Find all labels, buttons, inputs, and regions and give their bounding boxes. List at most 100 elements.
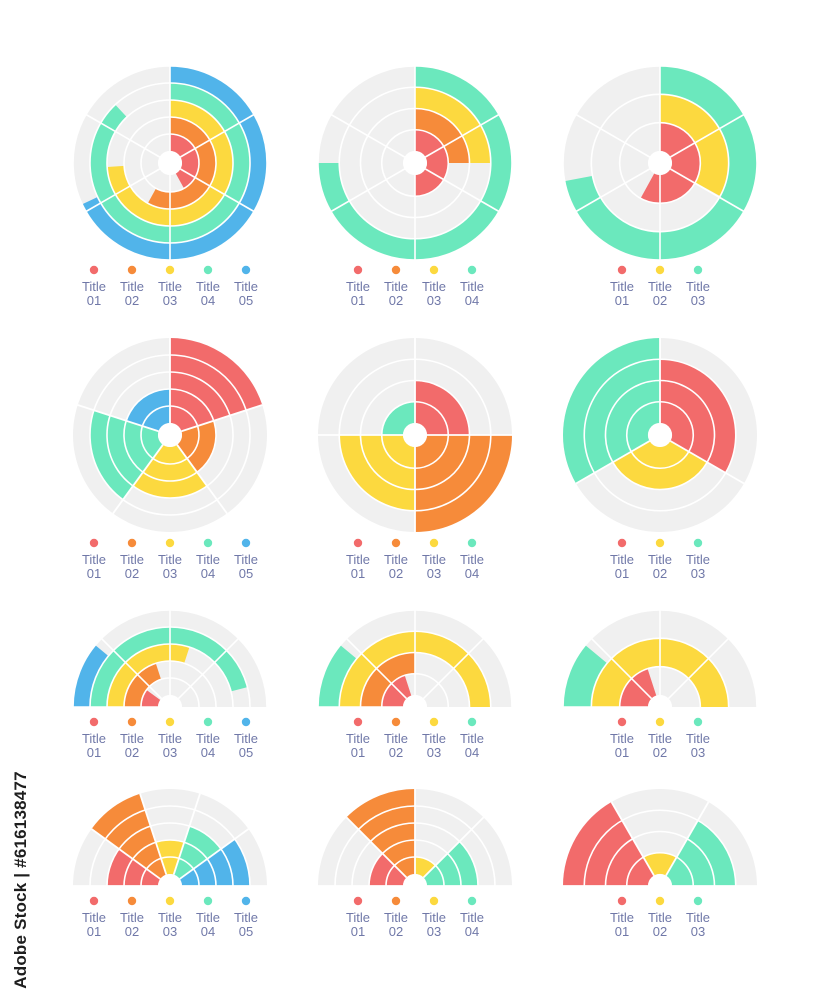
chart-11-legend-label-3-line-2: 03 [427,924,441,939]
chart-10-legend-dot-3 [165,896,175,906]
chart-12-legend-dot-2 [655,896,665,906]
chart-4-level-line-1 [140,405,200,465]
chart-9-bar-1 [619,668,657,707]
chart-1-legend-dot-4 [203,265,213,275]
chart-1-center-hole [158,151,182,175]
chart-8-legend-label-2-line-2: 02 [389,745,403,760]
chart-1-legend-label-4-line-1: Title [196,279,220,294]
chart-4-sector-4 [90,410,163,500]
chart-1-spoke-5 [85,168,161,213]
chart-8-legend-dot-2 [391,717,401,727]
chart-10-sector-2 [91,793,167,879]
chart-10-divider-3 [139,793,168,875]
chart-8-legend-label-4-line-2: 04 [465,745,479,760]
chart-5-legend-dot-4 [467,538,477,548]
chart-2-legend-label-4-line-1: Title [460,279,484,294]
chart-3-spoke-3 [669,168,745,213]
chart-10-legend-label-5-line-1: Title [234,910,258,925]
chart-7-legend-label-1-line-2: 01 [87,745,101,760]
chart-11-legend-dot-3 [429,896,439,906]
chart-4-divider-4 [112,444,164,515]
chart-9-legend-label-1-line-2: 01 [615,745,629,760]
chart-3-legend-label-1-line-2: 01 [615,293,629,308]
chart-4-level-line-4 [89,354,251,516]
chart-10-legend-dot-2 [127,896,137,906]
chart-4-sector-1 [170,338,263,432]
chart-7-center-hole [158,695,182,719]
chart-1-legend-label-1-line-1: Title [82,279,106,294]
chart-5-legend-dot-2 [391,538,401,548]
chart-8-legend-label-3-line-2: 03 [427,745,441,760]
chart-9-center-hole [648,695,672,719]
chart-8-legend-label-1-line-2: 01 [351,745,365,760]
chart-10-legend-label-2-line-2: 02 [125,924,139,939]
chart-6-legend-label-3-line-1: Title [686,552,710,567]
chart-9-legend-dot-1 [617,717,627,727]
chart-1-legend-label-5-line-2: 05 [239,293,253,308]
chart-2-legend-label-4-line-2: 04 [465,293,479,308]
chart-10-divider-5 [179,828,250,880]
chart-8-legend-label-4-line-1: Title [460,731,484,746]
chart-6-level-line-2 [604,379,716,491]
chart-11-legend-dot-1 [353,896,363,906]
chart-7-legend-dot-5 [241,717,251,727]
chart-3-legend-dot-1 [617,265,627,275]
chart-5-legend-label-2-line-2: 02 [389,566,403,581]
chart-4-center-hole [158,423,182,447]
chart-12-legend-label-1-line-2: 01 [615,924,629,939]
chart-4-divider-5 [77,404,159,433]
chart-11-divider-4 [422,816,485,879]
chart-1-legend-label-5-line-1: Title [234,279,258,294]
chart-12-level-line-2 [604,830,716,887]
chart-7-bar-1 [141,689,161,707]
chart-7-legend-label-3-line-2: 03 [163,745,177,760]
chart-10-divider-4 [172,793,201,875]
chart-7-bar-3 [107,644,190,707]
chart-4-legend-label-5-line-1: Title [234,552,258,567]
chart-5-center-hole [403,423,427,447]
chart-11-legend-dot-4 [467,896,477,906]
chart-11-legend-label-1-line-1: Title [346,910,370,925]
chart-7-legend-dot-2 [127,717,137,727]
chart-9-legend-label-2-line-1: Title [648,731,672,746]
chart-10-center-hole [158,874,182,898]
chart-5-legend-label-1-line-2: 01 [351,566,365,581]
chart-2-legend-label-2-line-1: Title [384,279,408,294]
chart-6-legend-label-1-line-2: 01 [615,566,629,581]
chart-1-bar-2 [147,117,216,209]
chart-4-sector-3 [132,444,208,498]
chart-4-legend-label-3-line-2: 03 [163,566,177,581]
chart-6-legend-dot-1 [617,538,627,548]
chart-2-spoke-5 [330,168,406,213]
chart-2-legend-label-3-line-2: 03 [427,293,441,308]
chart-7-legend-label-5-line-1: Title [234,731,258,746]
chart-2-bar-1 [415,129,449,197]
chart-1-spoke-6 [85,113,161,158]
chart-5-legend-label-3-line-2: 03 [427,566,441,581]
chart-12-legend-label-2-line-1: Title [648,910,672,925]
chart-6-legend-dot-2 [655,538,665,548]
chart-3-legend-label-3-line-2: 03 [691,293,705,308]
chart-9-bar-3 [563,645,608,707]
chart-6-sector-1 [660,359,736,473]
chart-12-legend-label-1-line-1: Title [610,910,634,925]
chart-8-legend-dot-3 [429,717,439,727]
chart-8-spoke-4 [422,637,485,700]
chart-4-level-line-2 [123,388,217,482]
chart-7-legend-label-2-line-2: 02 [125,745,139,760]
chart-6-center-hole [648,423,672,447]
chart-9-legend-label-3-line-1: Title [686,731,710,746]
chart-4-legend-label-2-line-1: Title [120,552,144,567]
chart-8-legend-dot-1 [353,717,363,727]
chart-4-legend-dot-1 [89,538,99,548]
chart-6-divider-2 [669,440,745,485]
chart-10-legend-dot-4 [203,896,213,906]
chart-9-legend-label-1-line-1: Title [610,731,634,746]
